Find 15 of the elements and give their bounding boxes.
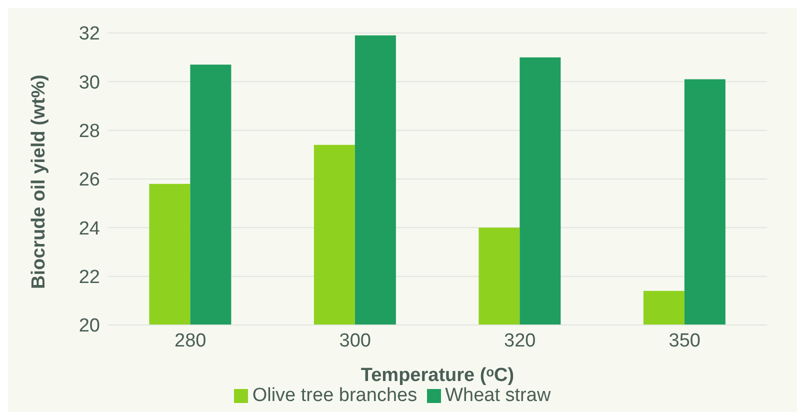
y-tick-label: 28 [78,121,100,142]
y-tick-label: 32 [78,24,100,45]
x-axis-title: Temperature (ᵒC) [360,365,514,386]
y-tick-label: 22 [78,267,100,288]
y-tick-label: 20 [78,316,100,337]
y-tick-label: 30 [78,72,100,94]
legend-label: Wheat straw [445,385,551,406]
y-tick-label: 24 [78,218,100,240]
y-tick-label: 26 [78,170,100,191]
x-tick-label: 300 [339,330,371,352]
x-tick-label: 280 [174,330,206,352]
x-tick-label: 350 [668,330,700,352]
x-tick-label: 320 [504,330,536,352]
y-axis-title: Biocrude oil yield (wt%) [28,74,50,289]
legend-label: Olive tree branches [252,385,418,406]
